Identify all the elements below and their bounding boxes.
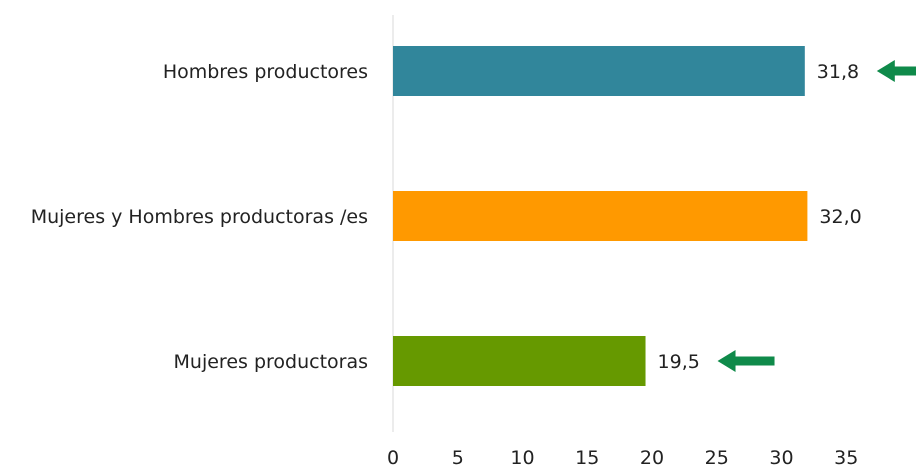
category-label: Hombres productores [163,61,368,83]
x-tick-label: 25 [705,447,729,469]
bar [393,46,805,96]
bar [393,191,808,241]
value-label: 31,8 [817,61,859,83]
left-arrow-icon [876,60,916,82]
category-label: Mujeres y Hombres productoras /es [31,206,368,228]
x-tick-label: 20 [640,447,664,469]
category-label: Mujeres productoras [174,351,368,373]
value-label: 32,0 [819,206,861,228]
x-tick-label: 15 [575,447,599,469]
x-tick-label: 35 [834,447,858,469]
x-tick-label: 5 [452,447,464,469]
bar [393,336,646,386]
left-arrow-icon [717,350,775,372]
value-label: 19,5 [658,351,700,373]
x-tick-label: 0 [387,447,399,469]
x-tick-label: 10 [510,447,534,469]
x-tick-label: 30 [769,447,793,469]
